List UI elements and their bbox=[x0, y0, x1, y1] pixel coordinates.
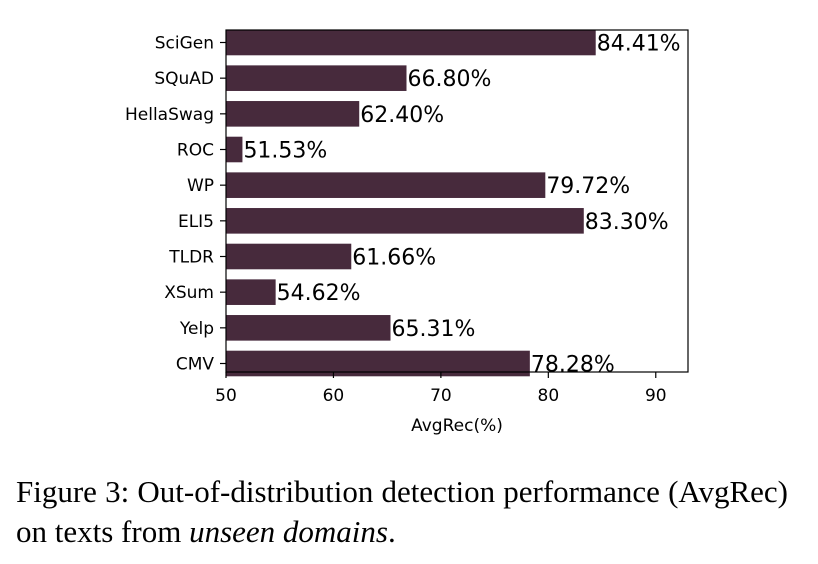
data-label-xsum: 54.62% bbox=[277, 281, 361, 306]
bar-wp bbox=[226, 172, 546, 198]
y-tick-label: ELI5 bbox=[178, 212, 214, 232]
x-tick-label: 60 bbox=[323, 386, 345, 406]
x-axis: 50 60 70 80 90 bbox=[215, 372, 667, 406]
y-tick-label: CMV bbox=[176, 355, 215, 375]
y-tick-label: WP bbox=[187, 176, 214, 196]
data-label-wp: 79.72% bbox=[546, 174, 630, 199]
y-axis: SciGen SQuAD HellaSwag ROC WP ELI5 TLDR XSum Yel… bbox=[125, 34, 226, 375]
bar-roc bbox=[226, 136, 243, 163]
y-tick-label: SciGen bbox=[155, 34, 214, 54]
y-tick-label: ROC bbox=[177, 141, 214, 161]
bar-yelp bbox=[226, 315, 391, 341]
data-labels-layer: 84.41% 66.80% 62.40% 51.53% 79.72% 83.30% 61.6… bbox=[243, 32, 680, 378]
y-tick-label: Yelp bbox=[179, 319, 214, 339]
bar-squad bbox=[226, 65, 407, 91]
x-tick-label: 90 bbox=[645, 386, 667, 406]
bar-eli5 bbox=[226, 208, 584, 234]
caption-emphasis: unseen domains bbox=[189, 514, 388, 549]
caption-end: . bbox=[387, 514, 396, 549]
plot-frame bbox=[225, 29, 689, 373]
bar-scigen bbox=[226, 29, 596, 56]
bars-layer bbox=[226, 29, 596, 377]
y-tick-label: SQuAD bbox=[154, 69, 214, 89]
y-tick-label: TLDR bbox=[168, 248, 214, 268]
data-label-squad: 66.80% bbox=[408, 67, 492, 92]
bar-chart: 84.41% 66.80% 62.40% 51.53% 79.72% 83.30% 61.6… bbox=[125, 29, 689, 436]
figure-caption: Figure 3: Out-of-distribution detection … bbox=[16, 472, 788, 552]
bar-tldr bbox=[226, 243, 352, 270]
bar-hellaswag bbox=[226, 101, 360, 127]
bar-xsum bbox=[226, 279, 276, 305]
data-label-eli5: 83.30% bbox=[585, 210, 669, 235]
y-tick-label: XSum bbox=[164, 283, 214, 303]
data-label-tldr: 61.66% bbox=[352, 246, 436, 271]
y-tick-label: HellaSwag bbox=[125, 105, 214, 125]
x-tick-label: 80 bbox=[538, 386, 560, 406]
data-label-roc: 51.53% bbox=[243, 139, 327, 164]
caption-text: Figure 3: Out-of-distribution detection … bbox=[16, 474, 788, 549]
x-axis-title: AvgRec(%) bbox=[411, 416, 503, 436]
data-label-hellaswag: 62.40% bbox=[360, 103, 444, 128]
x-tick-label: 70 bbox=[430, 386, 452, 406]
data-label-yelp: 65.31% bbox=[391, 317, 475, 342]
data-label-scigen: 84.41% bbox=[597, 32, 681, 57]
data-label-cmv: 78.28% bbox=[531, 353, 615, 378]
x-tick-label: 50 bbox=[215, 386, 237, 406]
